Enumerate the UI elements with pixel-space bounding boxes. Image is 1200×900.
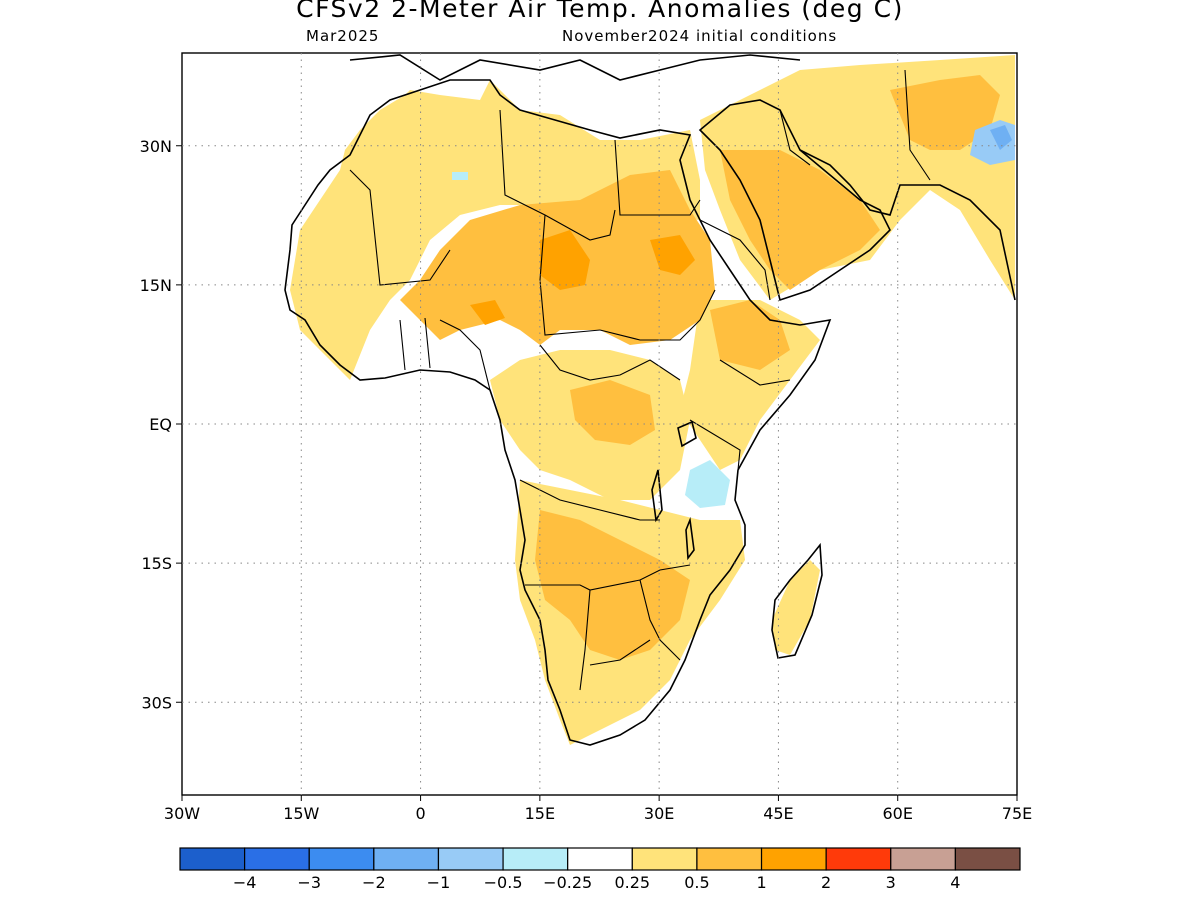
y-tick-label: 15N [140, 276, 172, 295]
valid-month-label: Mar2025 [306, 27, 380, 45]
colorbar-swatch [696, 847, 763, 871]
x-tick-label: 60E [882, 804, 912, 823]
colorbar [179, 847, 1021, 871]
y-tick-label: 15S [141, 554, 172, 573]
x-tick-label: 15E [525, 804, 555, 823]
colorbar-swatch [954, 847, 1021, 871]
colorbar-swatch [179, 847, 246, 871]
colorbar-swatch [308, 847, 375, 871]
colorbar-label: 0.5 [684, 873, 709, 892]
colorbar-labels: −4 −3 −2 −1 −0.5 −0.25 0.25 0.5 1 2 3 4 [233, 873, 961, 892]
colorbar-swatch [760, 847, 827, 871]
colorbar-label: −0.5 [484, 873, 523, 892]
colorbar-swatch [631, 847, 698, 871]
anomaly-region-tanzania-cool [685, 460, 730, 508]
colorbar-swatch [825, 847, 892, 871]
anomaly-region-ethiopia-moderate [710, 300, 790, 370]
country-borders [349, 69, 931, 691]
anomaly-region-north-africa-light [290, 80, 700, 380]
colorbar-label: −3 [297, 873, 321, 892]
y-tick-label: 30S [141, 693, 172, 712]
colorbar-label: −4 [233, 873, 257, 892]
x-tick-label: 30W [164, 804, 200, 823]
africa-coastline [284, 79, 832, 746]
x-tick-label: 0 [415, 804, 425, 823]
x-tick-label: 75E [1002, 804, 1032, 823]
colorbar-swatch [244, 847, 310, 871]
colorbar-label: 0.25 [614, 873, 650, 892]
anomaly-region-congo-moderate [570, 380, 655, 445]
colorbar-label: −2 [362, 873, 386, 892]
y-tick-labels: 30N 15N EQ 15S 30S [140, 137, 182, 712]
anomaly-region-nw-coast-light [345, 95, 415, 150]
coastlines [284, 54, 1016, 746]
madagascar-coastline [771, 542, 823, 659]
persian-gulf-coast [799, 149, 1016, 301]
x-tick-label: 30E [644, 804, 674, 823]
x-tick-label: 15W [283, 804, 319, 823]
colorbar-swatch [373, 847, 440, 871]
initial-conditions-label: November2024 initial conditions [562, 27, 838, 45]
mediterranean-north-coast [349, 54, 801, 81]
anomaly-region-nigeria-strong [470, 300, 505, 325]
x-tick-labels: 30W 15W 0 15E 30E 45E 60E 75E [164, 795, 1032, 823]
arabia-coastline [698, 99, 891, 302]
colorbar-label: −1 [427, 873, 451, 892]
colorbar-swatch [890, 847, 956, 871]
anomaly-region-sudan-strong [650, 235, 695, 275]
colorbar-label: 4 [950, 873, 960, 892]
anomaly-region-pakistan-cool-2 [990, 125, 1012, 150]
colorbar-swatch [437, 847, 504, 871]
lake-victoria [677, 420, 697, 448]
lake-malawi [685, 516, 695, 561]
y-tick-label: EQ [149, 415, 172, 434]
x-tick-label: 45E [763, 804, 793, 823]
colorbar-swatch [567, 847, 633, 871]
colorbar-swatch [502, 847, 569, 871]
colorbar-label: 2 [821, 873, 831, 892]
colorbar-label: −0.25 [543, 873, 592, 892]
anomaly-region-sahara-cool [452, 172, 468, 180]
colorbar-label: 3 [886, 873, 896, 892]
grid-lines [182, 53, 1017, 795]
anomaly-region-arabia-moderate [720, 150, 880, 290]
anomaly-region-iran-moderate [890, 75, 1000, 150]
anomaly-region-chad-strong [540, 230, 590, 290]
colorbar-label: 1 [756, 873, 766, 892]
y-tick-label: 30N [140, 137, 172, 156]
anomaly-shading [290, 55, 1015, 745]
anomaly-region-madagascar-light [772, 560, 820, 655]
chart-title: CFSv2 2-Meter Air Temp. Anomalies (deg C… [296, 0, 904, 23]
